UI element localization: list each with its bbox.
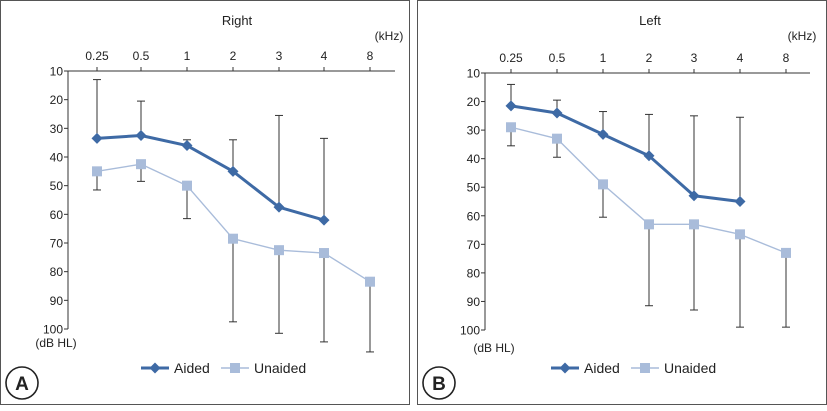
marker-unaided: [644, 219, 654, 230]
legend: Aided Unaided: [551, 360, 716, 376]
marker-aided: [551, 107, 563, 119]
marker-aided: [505, 100, 517, 112]
x-axis-unit: (kHz): [788, 29, 817, 43]
legend-unaided-marker: [640, 363, 650, 373]
y-tick-label: 20: [467, 95, 481, 109]
x-tick-label: 8: [783, 51, 790, 65]
y-tick-label: 70: [50, 237, 64, 251]
legend-aided-label: Aided: [584, 360, 620, 376]
x-tick-label: 3: [276, 49, 283, 63]
series-markers: [505, 100, 791, 258]
marker-unaided: [92, 166, 102, 177]
marker-unaided: [506, 122, 516, 133]
y-tick-label: 30: [467, 124, 481, 138]
x-tick-label: 4: [321, 49, 328, 63]
chart-title: Right: [222, 13, 253, 28]
marker-unaided: [781, 247, 791, 258]
legend-unaided-marker: [230, 363, 240, 373]
legend-aided-marker: [559, 362, 571, 374]
panel-badge-circle: [5, 366, 39, 400]
x-tick-label: 0.5: [549, 51, 566, 65]
legend-aided-marker: [149, 362, 161, 374]
marker-aided: [91, 132, 103, 144]
panel-badge: B: [422, 366, 456, 400]
x-tick-label: 3: [691, 51, 698, 65]
series-markers: [91, 130, 375, 287]
x-tick-label: 2: [230, 49, 237, 63]
marker-unaided: [228, 233, 238, 244]
error-bars: [93, 79, 374, 353]
y-tick-labels: 10 20 30 40 50 60 70 80 90 100: [460, 67, 480, 338]
y-tick-label: 60: [50, 208, 64, 222]
x-tick-label: 0.25: [499, 51, 523, 65]
y-tick-label: 100: [43, 323, 63, 337]
x-tick-label: 2: [646, 51, 653, 65]
marker-unaided: [689, 219, 699, 230]
axes: [481, 69, 810, 331]
marker-unaided: [552, 133, 562, 144]
y-tick-label: 20: [50, 93, 64, 107]
y-tick-labels: 10 20 30 40 50 60 70 80 90 100: [43, 65, 63, 337]
marker-aided: [227, 165, 239, 177]
y-tick-label: 40: [50, 151, 64, 165]
y-tick-label: 90: [467, 295, 481, 309]
marker-aided: [318, 214, 330, 226]
marker-aided: [688, 190, 700, 202]
series-line-aided: [510, 104, 741, 203]
marker-unaided: [274, 245, 284, 256]
marker-unaided: [182, 180, 192, 191]
x-tick-labels: 0.25 0.5 1 2 3 4 8: [85, 49, 373, 63]
marker-unaided: [735, 229, 745, 240]
marker-aided: [135, 130, 147, 141]
marker-aided: [643, 150, 655, 162]
x-tick-label: 4: [737, 51, 744, 65]
marker-unaided: [136, 159, 146, 170]
y-tick-label: 30: [50, 122, 64, 136]
y-tick-label: 10: [50, 65, 64, 79]
panel-badge: A: [5, 366, 39, 400]
legend-aided-label: Aided: [174, 360, 210, 376]
y-tick-label: 50: [50, 179, 64, 193]
marker-unaided: [365, 276, 375, 287]
panel-badge-circle: [422, 366, 456, 400]
legend-unaided-label: Unaided: [664, 360, 716, 376]
panel-badge-label: B: [432, 374, 446, 395]
x-axis-unit: (kHz): [375, 29, 404, 43]
x-tick-labels: 0.25 0.5 1 2 3 4 8: [499, 51, 789, 65]
x-tick-label: 8: [367, 49, 374, 63]
panel-frame: [0, 0, 410, 405]
y-tick-label: 90: [50, 294, 64, 308]
panel-right: Right (kHz) (dB HL) 0.25 0.5 1 2 3 4 8 10 20 30 4…: [0, 0, 410, 405]
marker-aided: [734, 196, 746, 207]
marker-unaided: [319, 248, 329, 259]
x-tick-label: 0.5: [133, 49, 150, 63]
y-tick-label: 80: [50, 265, 64, 279]
legend: Aided Unaided: [141, 360, 306, 376]
marker-unaided: [598, 179, 608, 190]
y-tick-label: 40: [467, 152, 481, 166]
y-axis-unit: (dB HL): [473, 341, 514, 355]
y-tick-label: 80: [467, 266, 481, 280]
panel-left: Left (kHz) (dB HL) 0.25 0.5 1 2 3 4 8 10 20 30 40…: [417, 0, 827, 405]
y-tick-label: 60: [467, 209, 481, 223]
marker-aided: [597, 128, 609, 140]
axes: [64, 67, 395, 330]
legend-unaided-label: Unaided: [254, 360, 306, 376]
series-line-aided: [96, 134, 325, 222]
marker-aided: [181, 140, 193, 152]
panel-badge-label: A: [15, 374, 29, 395]
panel-frame: [417, 0, 827, 405]
x-tick-label: 1: [184, 49, 191, 63]
chart-title: Left: [639, 13, 661, 28]
y-axis-unit: (dB HL): [35, 336, 76, 350]
y-tick-label: 10: [467, 67, 481, 81]
x-tick-label: 0.25: [85, 49, 109, 63]
y-tick-label: 70: [467, 238, 481, 252]
x-tick-label: 1: [600, 51, 607, 65]
y-tick-label: 100: [460, 324, 480, 338]
marker-aided: [273, 201, 285, 213]
y-tick-label: 50: [467, 181, 481, 195]
